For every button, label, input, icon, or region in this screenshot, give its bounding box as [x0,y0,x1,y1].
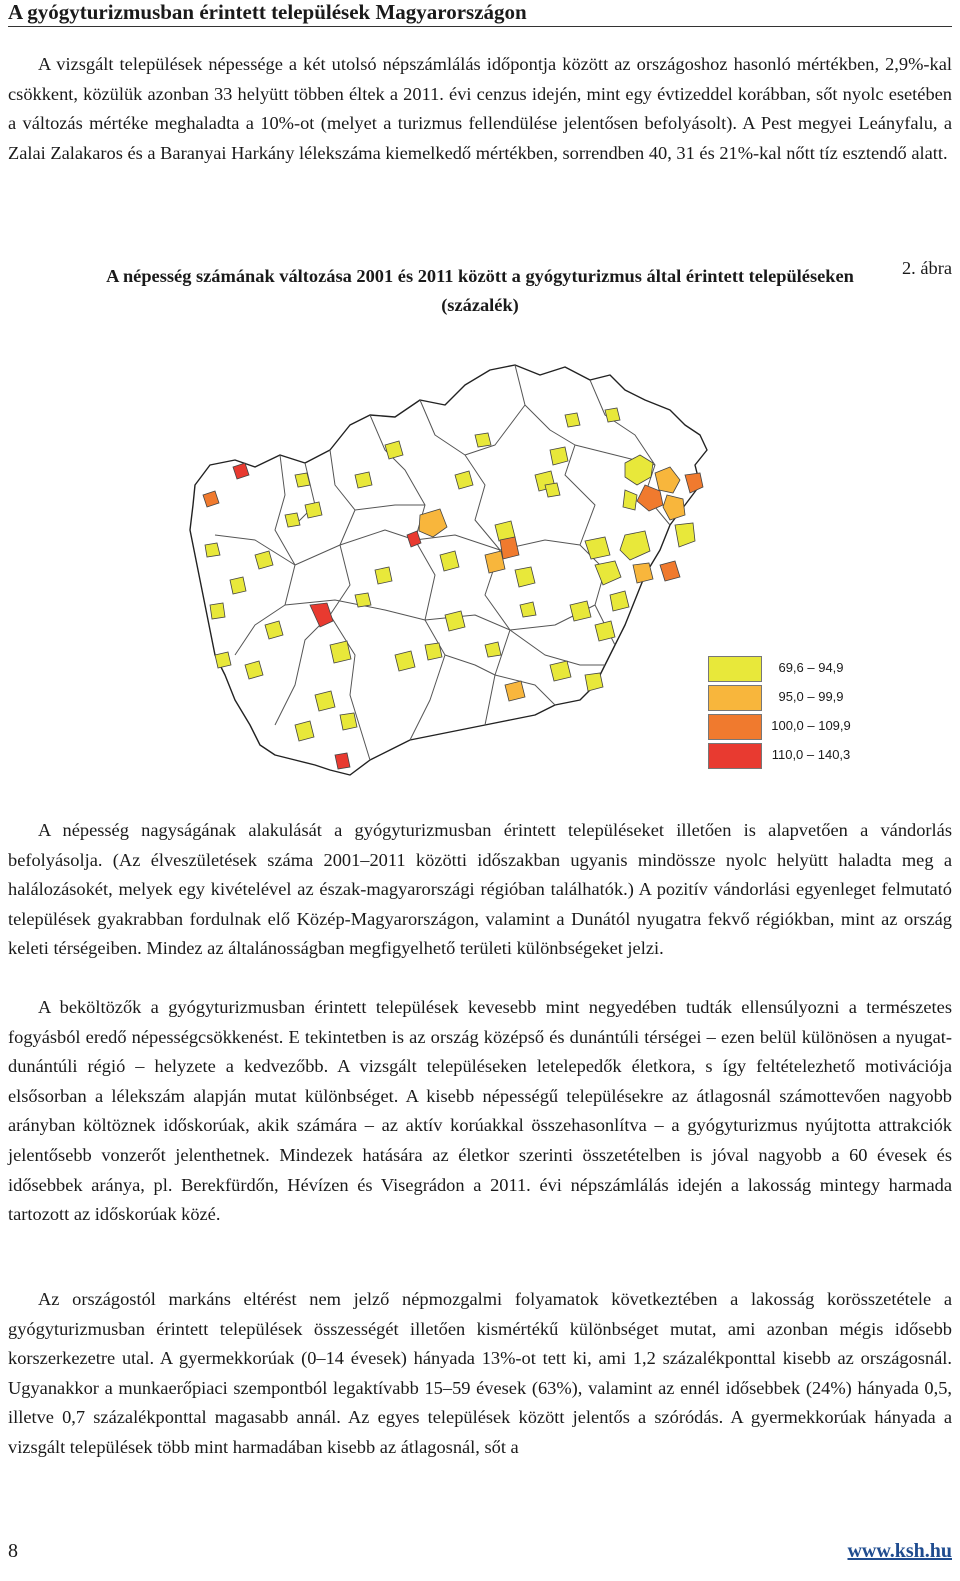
settlement [314,690,336,712]
settlement [519,601,537,618]
settlement [659,560,681,582]
settlement [354,592,372,608]
settlement [394,650,416,672]
settlement [309,602,334,628]
settlement [549,660,572,682]
settlement [619,530,651,561]
legend-swatch [708,656,762,682]
page-number: 8 [8,1540,18,1562]
county-border [274,449,356,726]
settlement [604,407,621,423]
settlement [499,536,520,560]
settlement [632,562,654,584]
county-border [444,654,556,706]
paragraph-2: A népesség nagyságának alakulását a gyóg… [8,820,952,959]
county-border [464,404,526,456]
settlement [229,576,247,595]
settlement [444,610,466,632]
page-heading: A gyógyturizmusban érintett települések … [8,0,952,27]
settlement [662,494,686,521]
settlement [454,470,474,490]
county-border [514,364,616,646]
paragraph-3: A beköltözők a gyógyturizmusban érintett… [8,997,952,1225]
county-border [369,414,446,741]
legend-swatch [708,743,762,769]
settlement [354,471,373,489]
figure-title: A népesség számának változása 2001 és 20… [106,266,854,315]
legend-label: 95,0 – 99,9 [778,689,844,704]
settlement [544,482,561,498]
settlement [204,542,221,558]
figure-number: 2. ábra [901,258,952,278]
settlement [334,752,351,770]
settlement [209,602,226,620]
legend-swatch [708,714,762,740]
settlement [254,550,274,570]
settlement [202,490,220,508]
settlement [504,680,526,702]
settlement [339,712,358,731]
legend-label: 110,0 – 140,3 [771,747,851,762]
legend-label: 100,0 – 109,9 [771,718,851,733]
settlement [549,446,569,466]
settlement [244,660,264,680]
settlement [304,501,323,519]
settlement [564,412,581,428]
county-border [509,629,605,666]
settlement [674,522,696,548]
paragraph-4: Az országostól markáns eltérést nem jelz… [8,1289,952,1457]
paragraph-1: A vizsgált települések népessége a két u… [8,54,952,163]
settlement [424,642,443,661]
settlement [594,620,616,642]
settlement [294,720,315,742]
settlement [264,620,284,640]
settlement [624,454,654,486]
settlement [622,489,638,511]
settlement [329,640,352,664]
legend-swatch [708,685,762,711]
county-border [419,399,511,726]
site-link[interactable]: www.ksh.hu [847,1540,952,1562]
hungary-map [189,364,708,776]
settlement [514,566,536,588]
county-border [354,504,425,511]
settlement [484,641,502,658]
settlement [636,484,664,512]
settlement [569,600,592,622]
settlement [474,432,492,448]
settlement [294,472,311,488]
county-border [214,529,581,566]
legend-label: 69,6 – 94,9 [778,660,844,675]
settlement [384,440,404,460]
settlement [684,472,704,494]
settlement [232,462,250,480]
settlement [654,466,681,494]
county-border [329,614,371,761]
settlement [374,566,393,585]
settlement [584,672,604,692]
settlement [609,590,630,612]
settlement [594,560,622,586]
settlement [418,508,448,538]
settlement [439,550,460,572]
settlement [214,651,232,669]
settlement [406,530,422,548]
settlement [584,536,611,560]
settlement [284,512,301,528]
settlement [484,550,506,574]
